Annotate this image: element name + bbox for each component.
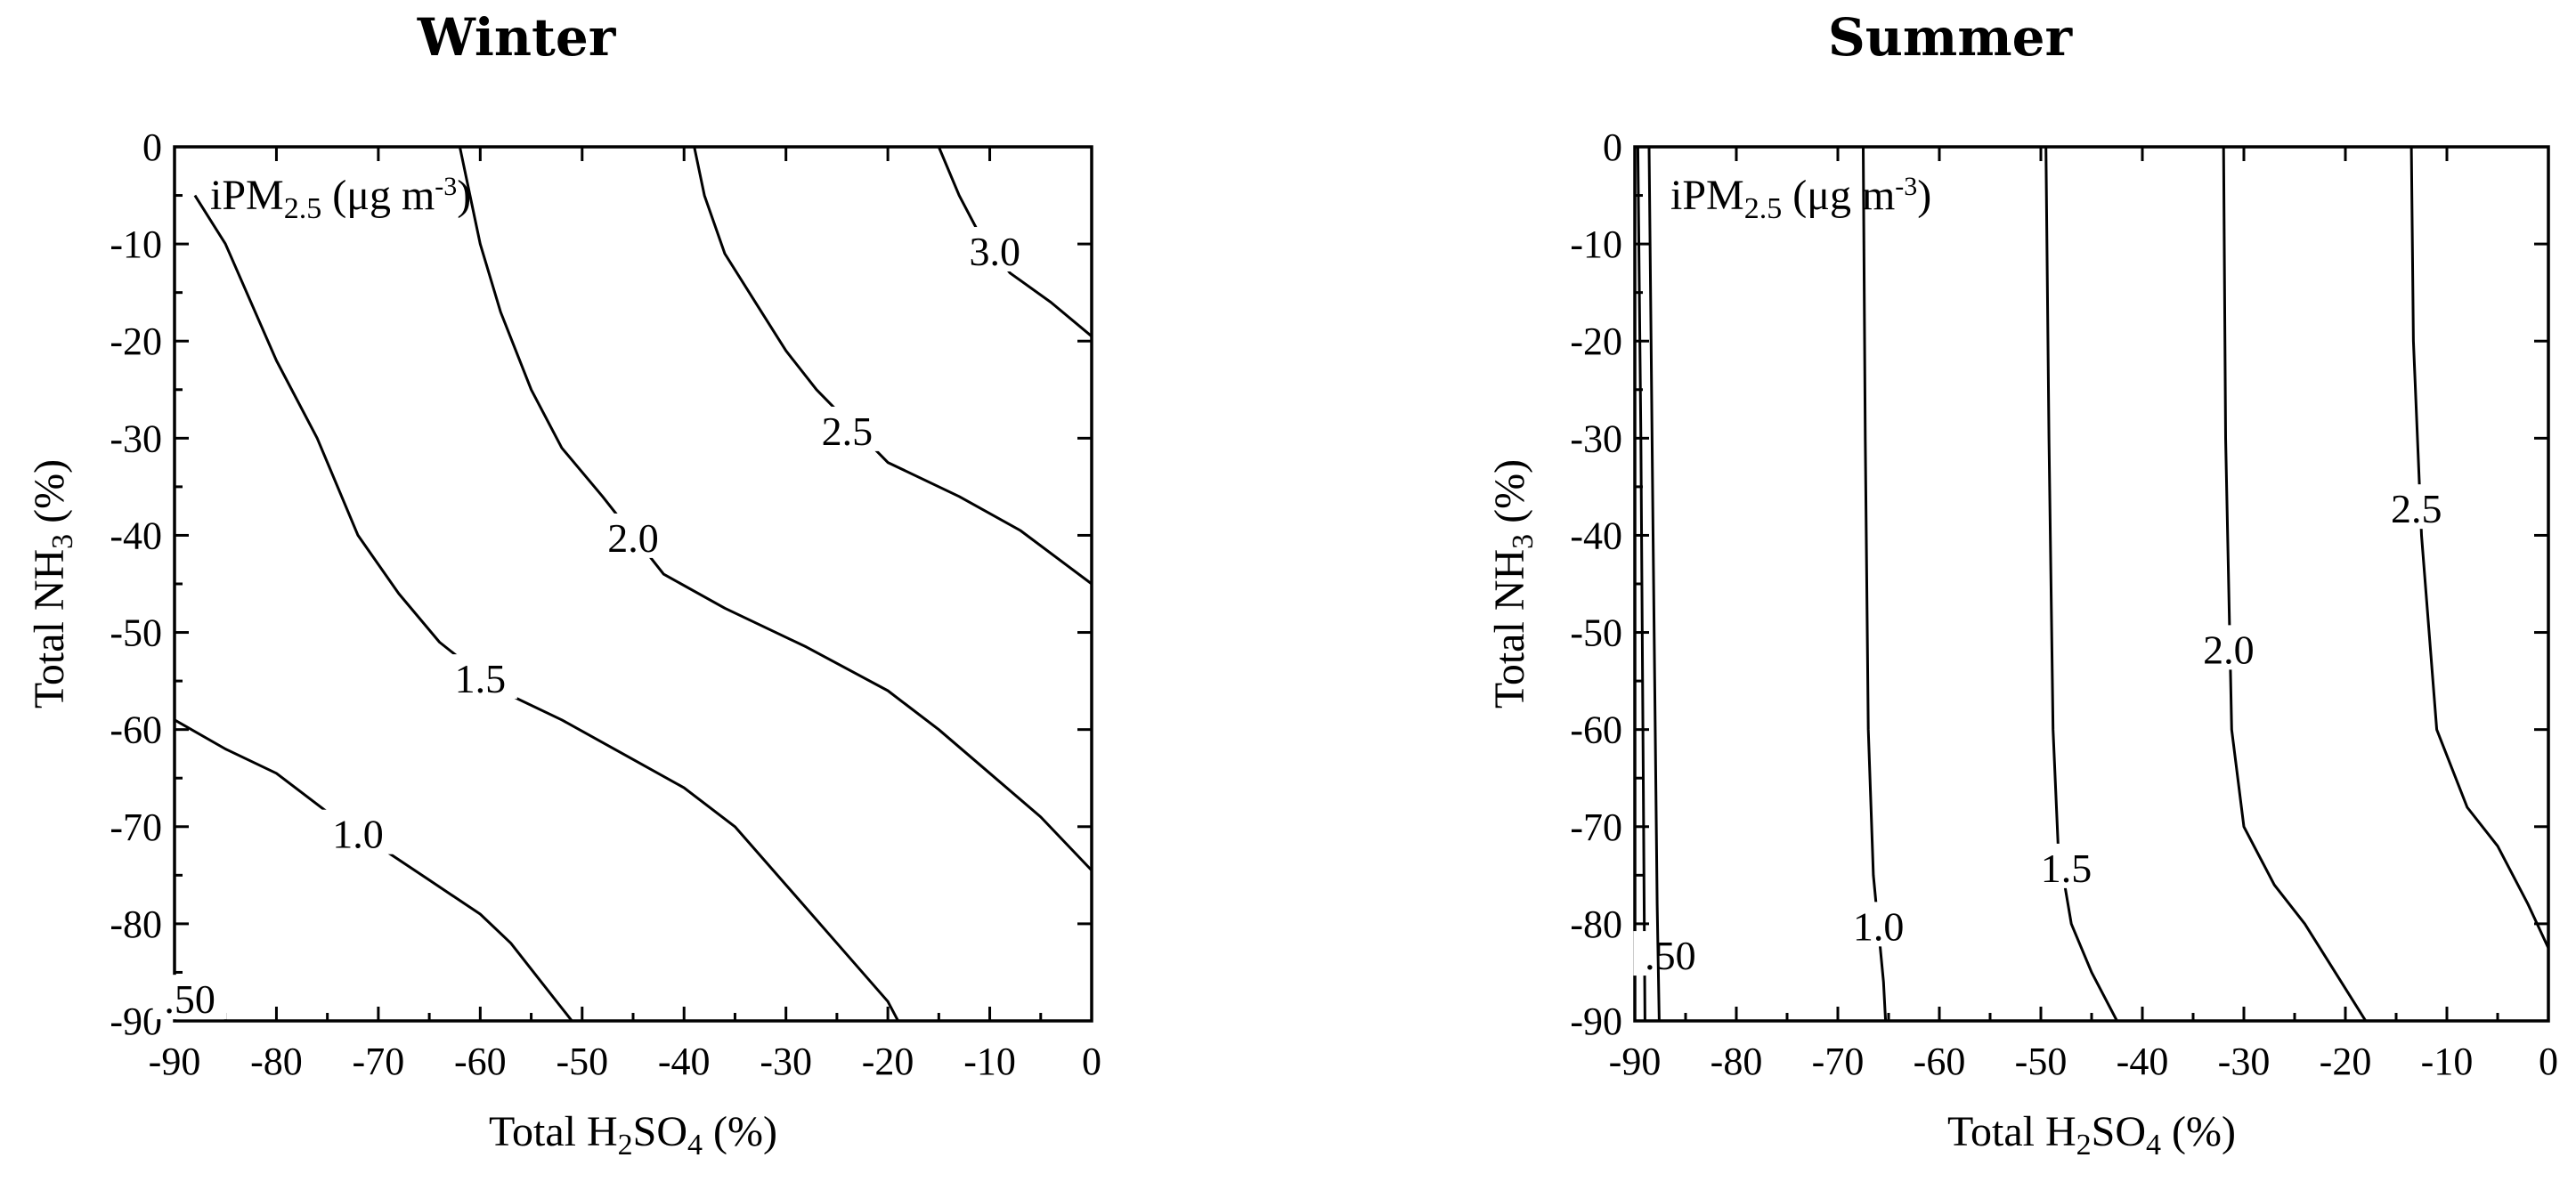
x-axis-label: Total H2SO4 (%) bbox=[489, 1108, 777, 1162]
x-tick-label: -90 bbox=[149, 1040, 201, 1083]
contour-line-2.0 bbox=[458, 146, 1093, 871]
y-tick-label: -20 bbox=[1570, 320, 1622, 363]
contour-label: 2.0 bbox=[607, 515, 659, 561]
chart-title: Winter bbox=[417, 7, 617, 68]
x-tick-label: -30 bbox=[760, 1040, 812, 1083]
y-tick-label: -40 bbox=[110, 514, 162, 557]
contour-label-background bbox=[152, 975, 227, 1020]
y-tick-label: -60 bbox=[1570, 708, 1622, 752]
contour-line-0.50 bbox=[1636, 146, 1646, 1022]
variable-annotation: iPM2.5 (μg m-3) bbox=[210, 172, 471, 225]
y-tick-label: -80 bbox=[110, 903, 162, 946]
x-tick-label: -50 bbox=[2015, 1040, 2068, 1083]
y-tick-label: -30 bbox=[110, 417, 162, 460]
contour-label: 2.5 bbox=[822, 409, 874, 454]
y-tick-label: 0 bbox=[142, 125, 162, 169]
contour-label: 2.5 bbox=[2391, 486, 2442, 531]
x-tick-label: -40 bbox=[658, 1040, 711, 1083]
y-tick-label: -80 bbox=[1570, 903, 1622, 946]
contour-line-2.0 bbox=[2222, 146, 2368, 1022]
plot-frame bbox=[173, 145, 1093, 1023]
y-tick-label: -20 bbox=[110, 320, 162, 363]
x-tick-label: -30 bbox=[2218, 1040, 2271, 1083]
y-tick-label: -50 bbox=[110, 611, 162, 655]
contour-label-background bbox=[1841, 902, 1916, 947]
contour-label-background bbox=[2191, 625, 2266, 670]
y-tick-label: -90 bbox=[1570, 1000, 1622, 1043]
contour-label: 1.5 bbox=[455, 656, 507, 701]
x-tick-label: -10 bbox=[963, 1040, 1016, 1083]
chart-title: Summer bbox=[1828, 7, 2074, 68]
x-tick-label: -80 bbox=[1711, 1040, 1763, 1083]
contour-line-2.5 bbox=[2409, 146, 2550, 949]
y-axis-label: Total NH3 (%) bbox=[26, 459, 79, 708]
contour-line-1.0 bbox=[1862, 146, 1888, 1022]
contour-label: 2.0 bbox=[2203, 627, 2255, 672]
contour-label-background bbox=[957, 227, 1032, 272]
x-tick-label: 0 bbox=[2539, 1040, 2558, 1083]
x-tick-label: -50 bbox=[556, 1040, 608, 1083]
contour-label: 3.0 bbox=[970, 229, 1021, 274]
contour-label-background bbox=[2029, 843, 2103, 888]
chart-panel-summer: Summer -90 -80 -70 -60 -50 -40 -30 -20 -10 0 0 -10 -2… bbox=[1486, 7, 2558, 1162]
y-tick-label: -50 bbox=[1570, 611, 1622, 655]
x-tick-label: -60 bbox=[454, 1040, 507, 1083]
y-tick-label: -70 bbox=[110, 806, 162, 849]
contour-label: 1.0 bbox=[332, 812, 384, 857]
contour-line-1.0 bbox=[174, 718, 573, 1022]
contour-label: .50 bbox=[1645, 933, 1696, 978]
contour-label-background bbox=[596, 513, 670, 558]
x-tick-label: 0 bbox=[1082, 1040, 1101, 1083]
chart-panel-winter: Winter -90 -80 -70 -60 -50 -40 -30 -20 -10 0 0 -10 -2… bbox=[26, 7, 1101, 1162]
contour-label-background bbox=[2379, 484, 2454, 530]
contour-label-background bbox=[443, 654, 517, 700]
x-tick-label: -70 bbox=[1812, 1040, 1865, 1083]
x-tick-label: -90 bbox=[1609, 1040, 1662, 1083]
contour-label-background bbox=[321, 809, 395, 854]
y-tick-label: -10 bbox=[1570, 223, 1622, 266]
x-tick-label: -20 bbox=[862, 1040, 914, 1083]
x-tick-label: -70 bbox=[353, 1040, 405, 1083]
y-tick-label: 0 bbox=[1603, 125, 1622, 169]
y-axis-label: Total NH3 (%) bbox=[1486, 459, 1540, 708]
contour-label-background bbox=[809, 406, 884, 451]
contour-label: 1.0 bbox=[1853, 903, 1905, 949]
x-tick-label: -60 bbox=[1914, 1040, 1966, 1083]
y-tick-label: -60 bbox=[110, 708, 162, 752]
contour-label: .50 bbox=[164, 976, 215, 1022]
x-tick-label: -80 bbox=[250, 1040, 303, 1083]
x-tick-label: -10 bbox=[2421, 1040, 2474, 1083]
y-tick-label: -30 bbox=[1570, 417, 1622, 460]
contour-line-0.50b bbox=[1647, 146, 1661, 1022]
contour-line-1.5 bbox=[193, 194, 899, 1022]
contour-line-2.5 bbox=[693, 146, 1093, 586]
y-tick-label: -70 bbox=[1570, 806, 1622, 849]
contour-label: 1.5 bbox=[2041, 846, 2092, 891]
x-tick-label: -20 bbox=[2320, 1040, 2372, 1083]
variable-annotation: iPM2.5 (μg m-3) bbox=[1670, 172, 1931, 225]
y-tick-label: -10 bbox=[110, 223, 162, 266]
x-tick-label: -40 bbox=[2117, 1040, 2169, 1083]
contour-label-background bbox=[1633, 931, 1708, 976]
y-tick-label: -40 bbox=[1570, 514, 1622, 557]
x-axis-label: Total H2SO4 (%) bbox=[1947, 1108, 2236, 1162]
